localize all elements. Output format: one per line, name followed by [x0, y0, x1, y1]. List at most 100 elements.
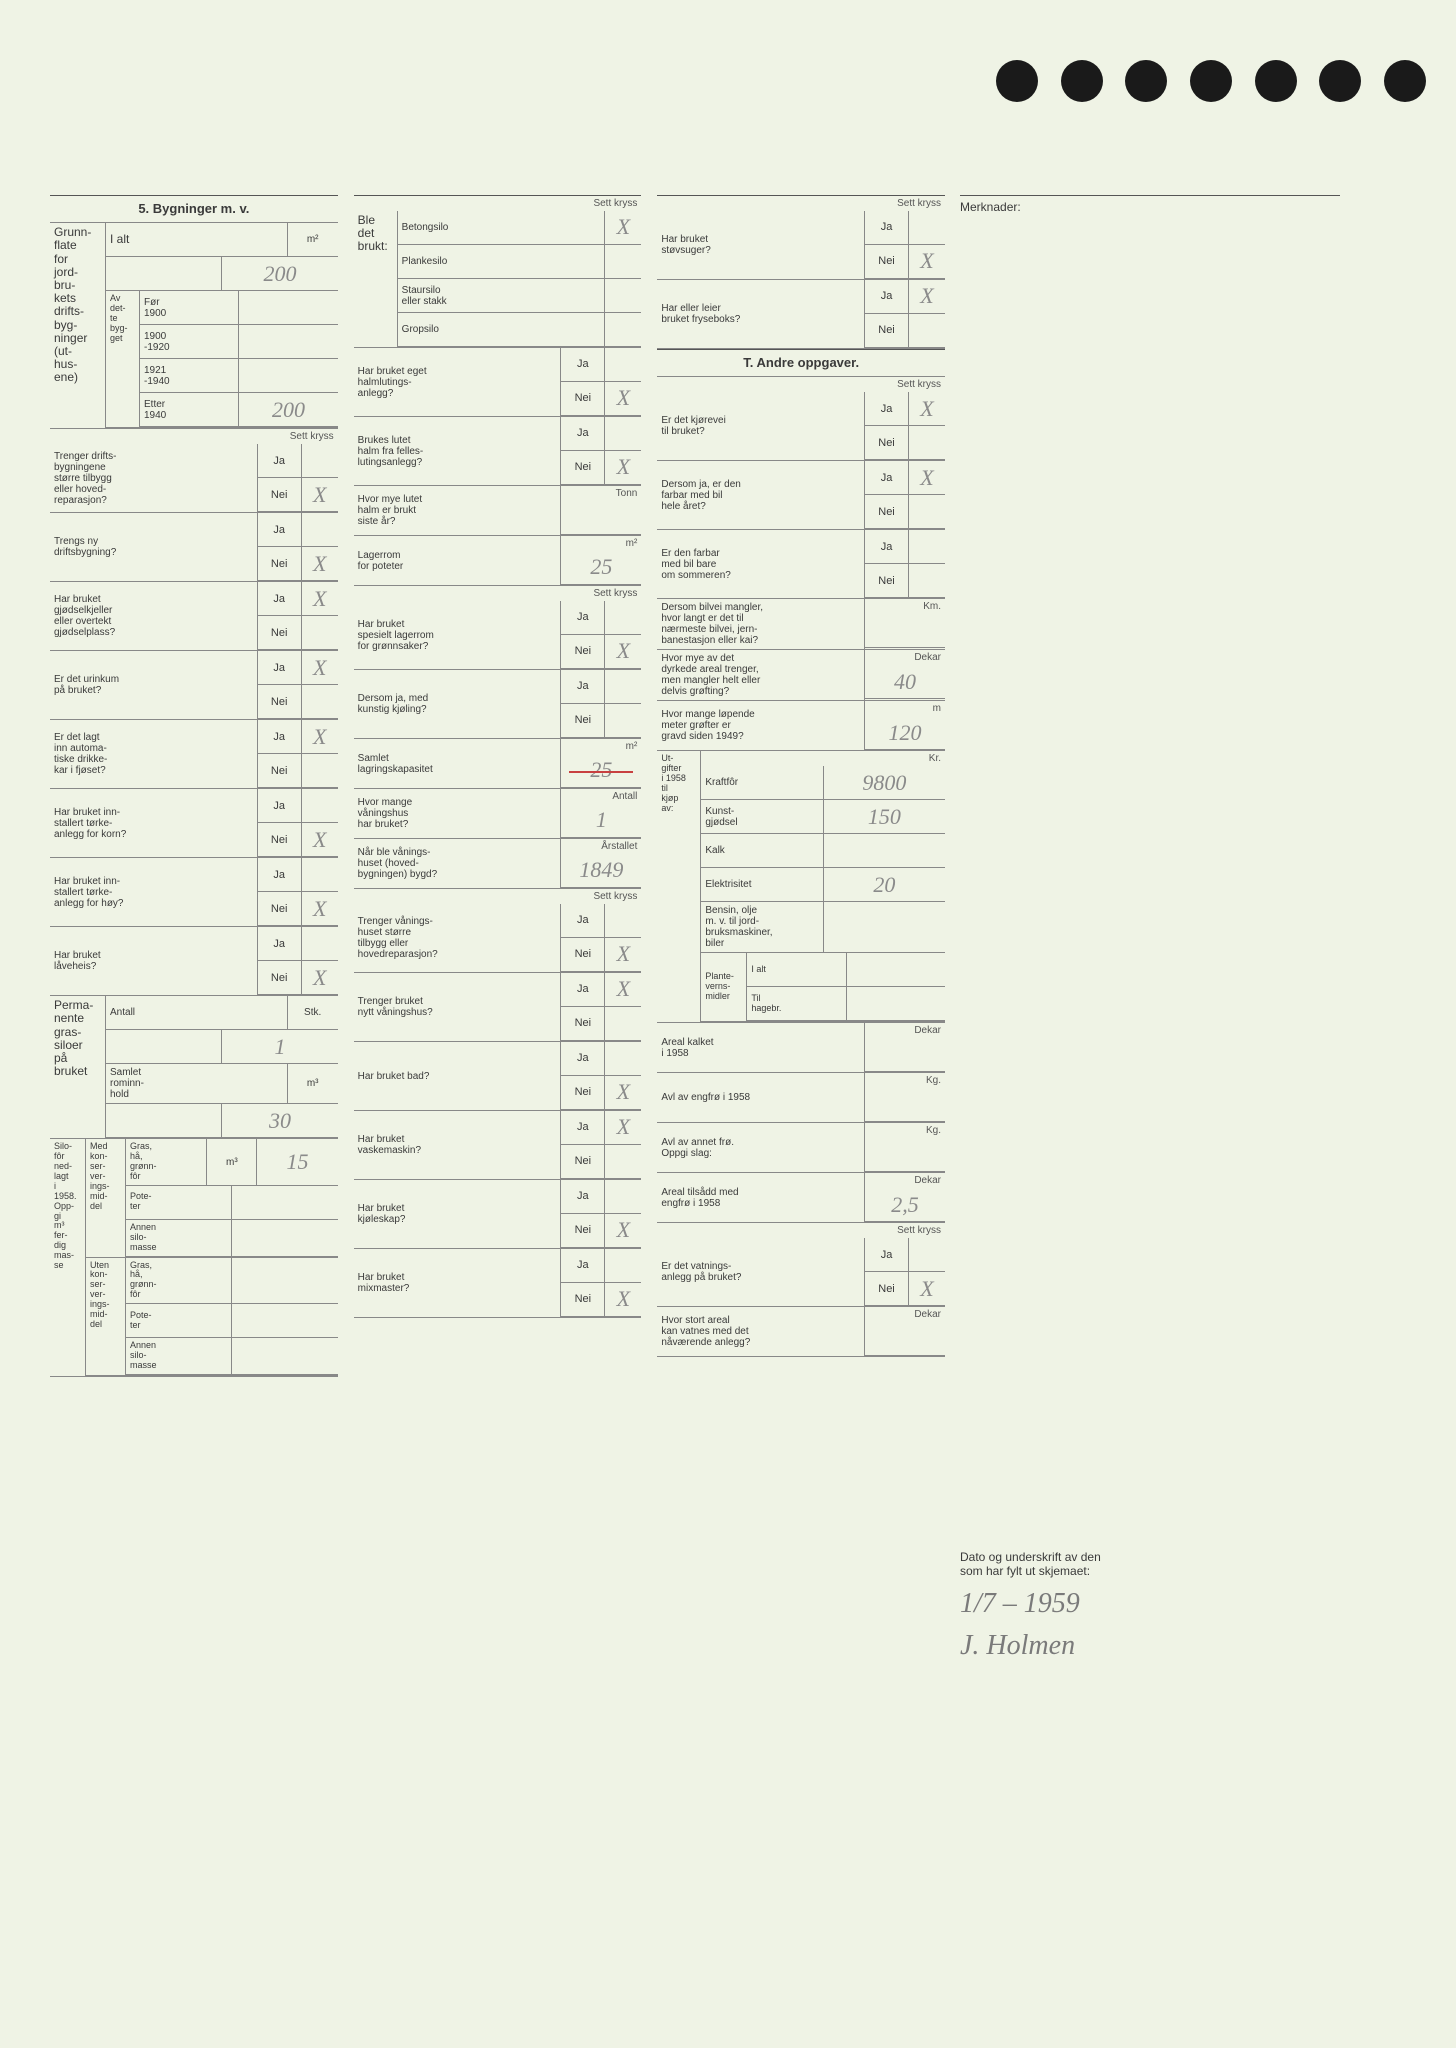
- question-text: Hvor mye av det dyrkede areal trenger, m…: [657, 650, 865, 700]
- grunnflate-label: Grunn- flate for jord- bru- kets drifts-…: [50, 223, 106, 428]
- silofor-label: Silo- fôr ned- lagt i 1958. Opp- gi m³ f…: [50, 1139, 86, 1375]
- nei-label: Nei: [561, 704, 605, 737]
- question-text: Er det vatnings- anlegg på bruket?: [657, 1238, 865, 1306]
- question-text: Trenger vånings- huset større tilbygg el…: [354, 904, 562, 972]
- utgifter-unit: Kr.: [701, 751, 945, 766]
- value-cell: 1849: [561, 854, 641, 887]
- ja-label: Ja: [865, 530, 909, 563]
- hole-icon: [1384, 60, 1426, 102]
- question-text: Avl av annet frø. Oppgi slag:: [657, 1123, 865, 1172]
- value-cell: 40: [865, 665, 945, 698]
- remarks-label: Merknader:: [960, 195, 1340, 214]
- question-text: Hvor mye lutet halm er brukt siste år?: [354, 486, 562, 535]
- utgifter-label: Ut- gifter i 1958 til kjøp av:: [657, 751, 701, 1022]
- period-label: 1921 -1940: [140, 359, 239, 392]
- nei-label: Nei: [865, 314, 909, 347]
- nei-label: Nei: [561, 635, 605, 668]
- question-text: Hvor mange løpende meter grøfter er grav…: [657, 701, 865, 750]
- nei-mark: [605, 1007, 641, 1040]
- perm-antall-unit: Stk.: [288, 996, 338, 1029]
- ja-mark: [605, 670, 641, 703]
- sett-kryss-hdr: Sett kryss: [354, 889, 642, 904]
- uten-kon-label: Uten kon- ser- ver- ings- mid- del: [86, 1258, 126, 1375]
- utgift-value: 20: [824, 868, 945, 901]
- question-text: Dersom ja, er den farbar med bil hele år…: [657, 461, 865, 529]
- nei-label: Nei: [865, 426, 909, 459]
- sett-kryss-hdr: Sett kryss: [657, 1223, 945, 1238]
- hole-icon: [1061, 60, 1103, 102]
- signature-block: Dato og underskrift av den som har fylt …: [960, 1550, 1340, 1662]
- silo-type-mark: [605, 245, 641, 278]
- utgift-label: Kraftfôr: [701, 766, 823, 799]
- utgift-value: [824, 834, 945, 867]
- nei-label: Nei: [561, 1145, 605, 1178]
- hole-icon: [1125, 60, 1167, 102]
- question-text: Trengs ny driftsbygning?: [50, 513, 258, 581]
- ja-mark: [302, 444, 338, 477]
- question-text: Hvor mange våningshus har bruket?: [354, 789, 562, 838]
- question-text: Trenger bruket nytt våningshus?: [354, 973, 562, 1041]
- ja-label: Ja: [561, 670, 605, 703]
- sett-kryss-hdr: Sett kryss: [657, 195, 945, 211]
- ja-label: Ja: [561, 1249, 605, 1282]
- silo-value: 15: [257, 1139, 337, 1185]
- value-cell: 25: [561, 551, 641, 584]
- ja-mark: [605, 417, 641, 450]
- question-text: Dersom ja, med kunstig kjøling?: [354, 670, 562, 738]
- silo-type-mark: [605, 313, 641, 346]
- unit-label: Km.: [865, 599, 945, 614]
- unit-label: m²: [561, 739, 641, 754]
- silo-row-label: Gras, hå, grønn- fôr: [126, 1139, 207, 1185]
- sett-kryss-hdr: Sett kryss: [354, 195, 642, 211]
- ja-mark: X: [605, 973, 641, 1006]
- nei-mark: X: [909, 1272, 945, 1305]
- silo-value: [232, 1304, 337, 1337]
- av-dette-label: Av det- te byg- get: [106, 291, 140, 427]
- ialt-label: I alt: [106, 223, 288, 256]
- pvern-label: Til hagebr.: [747, 987, 846, 1020]
- ja-mark: X: [302, 720, 338, 753]
- utgift-value: [824, 902, 945, 952]
- question-text: Trenger drifts- bygningene større tilbyg…: [50, 444, 258, 512]
- silo-value: [232, 1258, 337, 1304]
- pvern-value: [847, 987, 945, 1020]
- signature-date: 1/7 – 1959: [960, 1588, 1340, 1620]
- nei-mark: X: [909, 245, 945, 278]
- silo-row-label: Pote- ter: [126, 1186, 232, 1219]
- ja-mark: [605, 601, 641, 634]
- question-text: Har bruket inn- stallert tørke- anlegg f…: [50, 858, 258, 926]
- sett-kryss-hdr: Sett kryss: [657, 377, 945, 392]
- period-label: 1900 -1920: [140, 325, 239, 358]
- nei-mark: [909, 426, 945, 459]
- value-cell: 25: [561, 754, 641, 787]
- ja-label: Ja: [258, 720, 302, 753]
- hole-icon: [996, 60, 1038, 102]
- utgift-label: Elektrisitet: [701, 868, 823, 901]
- value-cell: 2,5: [865, 1188, 945, 1221]
- hole-icon: [1190, 60, 1232, 102]
- value-cell: [865, 614, 945, 647]
- nei-mark: X: [605, 451, 641, 484]
- nei-mark: X: [302, 961, 338, 994]
- perm-rom-unit: m³: [288, 1064, 338, 1103]
- ja-label: Ja: [561, 904, 605, 937]
- ja-label: Ja: [865, 280, 909, 313]
- nei-mark: [909, 495, 945, 528]
- value-cell: [865, 1038, 945, 1071]
- value-cell: [865, 1138, 945, 1171]
- question-text: Avl av engfrø i 1958: [657, 1073, 865, 1122]
- ja-mark: [302, 789, 338, 822]
- ja-label: Ja: [258, 651, 302, 684]
- utgift-label: Bensin, olje m. v. til jord- bruksmaskin…: [701, 902, 823, 952]
- nei-label: Nei: [258, 961, 302, 994]
- nei-label: Nei: [561, 1007, 605, 1040]
- nei-mark: X: [302, 547, 338, 580]
- nei-label: Nei: [561, 382, 605, 415]
- value-cell: 120: [865, 716, 945, 749]
- utgift-value: 150: [824, 800, 945, 833]
- question-text: Har bruket mixmaster?: [354, 1249, 562, 1317]
- nei-label: Nei: [561, 451, 605, 484]
- col1-questions: Trenger drifts- bygningene større tilbyg…: [50, 444, 338, 996]
- ja-mark: [302, 858, 338, 891]
- punch-holes: [996, 60, 1426, 120]
